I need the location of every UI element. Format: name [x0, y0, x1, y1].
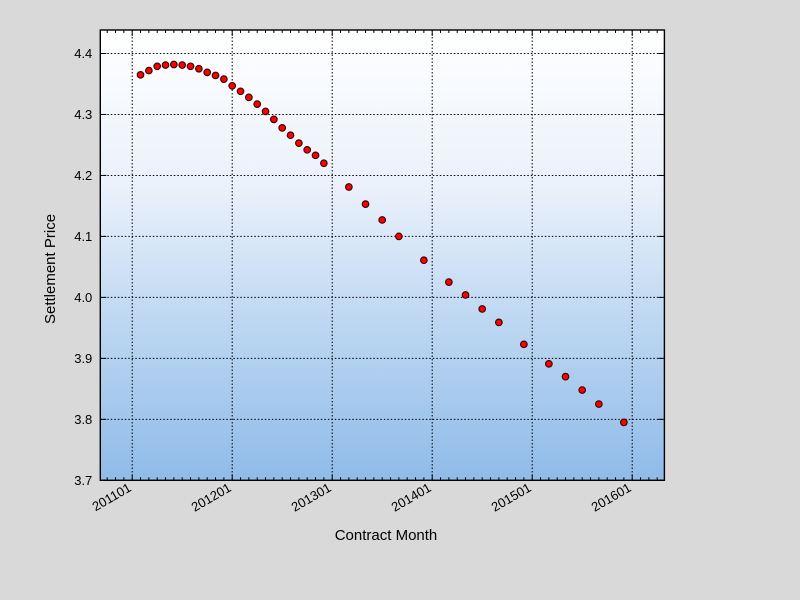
- svg-text:Settlement Price: Settlement Price: [42, 214, 59, 324]
- svg-text:Contract Month: Contract Month: [335, 527, 438, 544]
- svg-text:3.8: 3.8: [74, 412, 92, 427]
- svg-text:4.4: 4.4: [74, 46, 92, 61]
- svg-text:4.1: 4.1: [74, 229, 92, 244]
- svg-text:3.9: 3.9: [74, 351, 92, 366]
- svg-text:4.2: 4.2: [74, 168, 92, 183]
- svg-text:4.3: 4.3: [74, 107, 92, 122]
- svg-text:4.0: 4.0: [74, 290, 92, 305]
- svg-text:3.7: 3.7: [74, 473, 92, 488]
